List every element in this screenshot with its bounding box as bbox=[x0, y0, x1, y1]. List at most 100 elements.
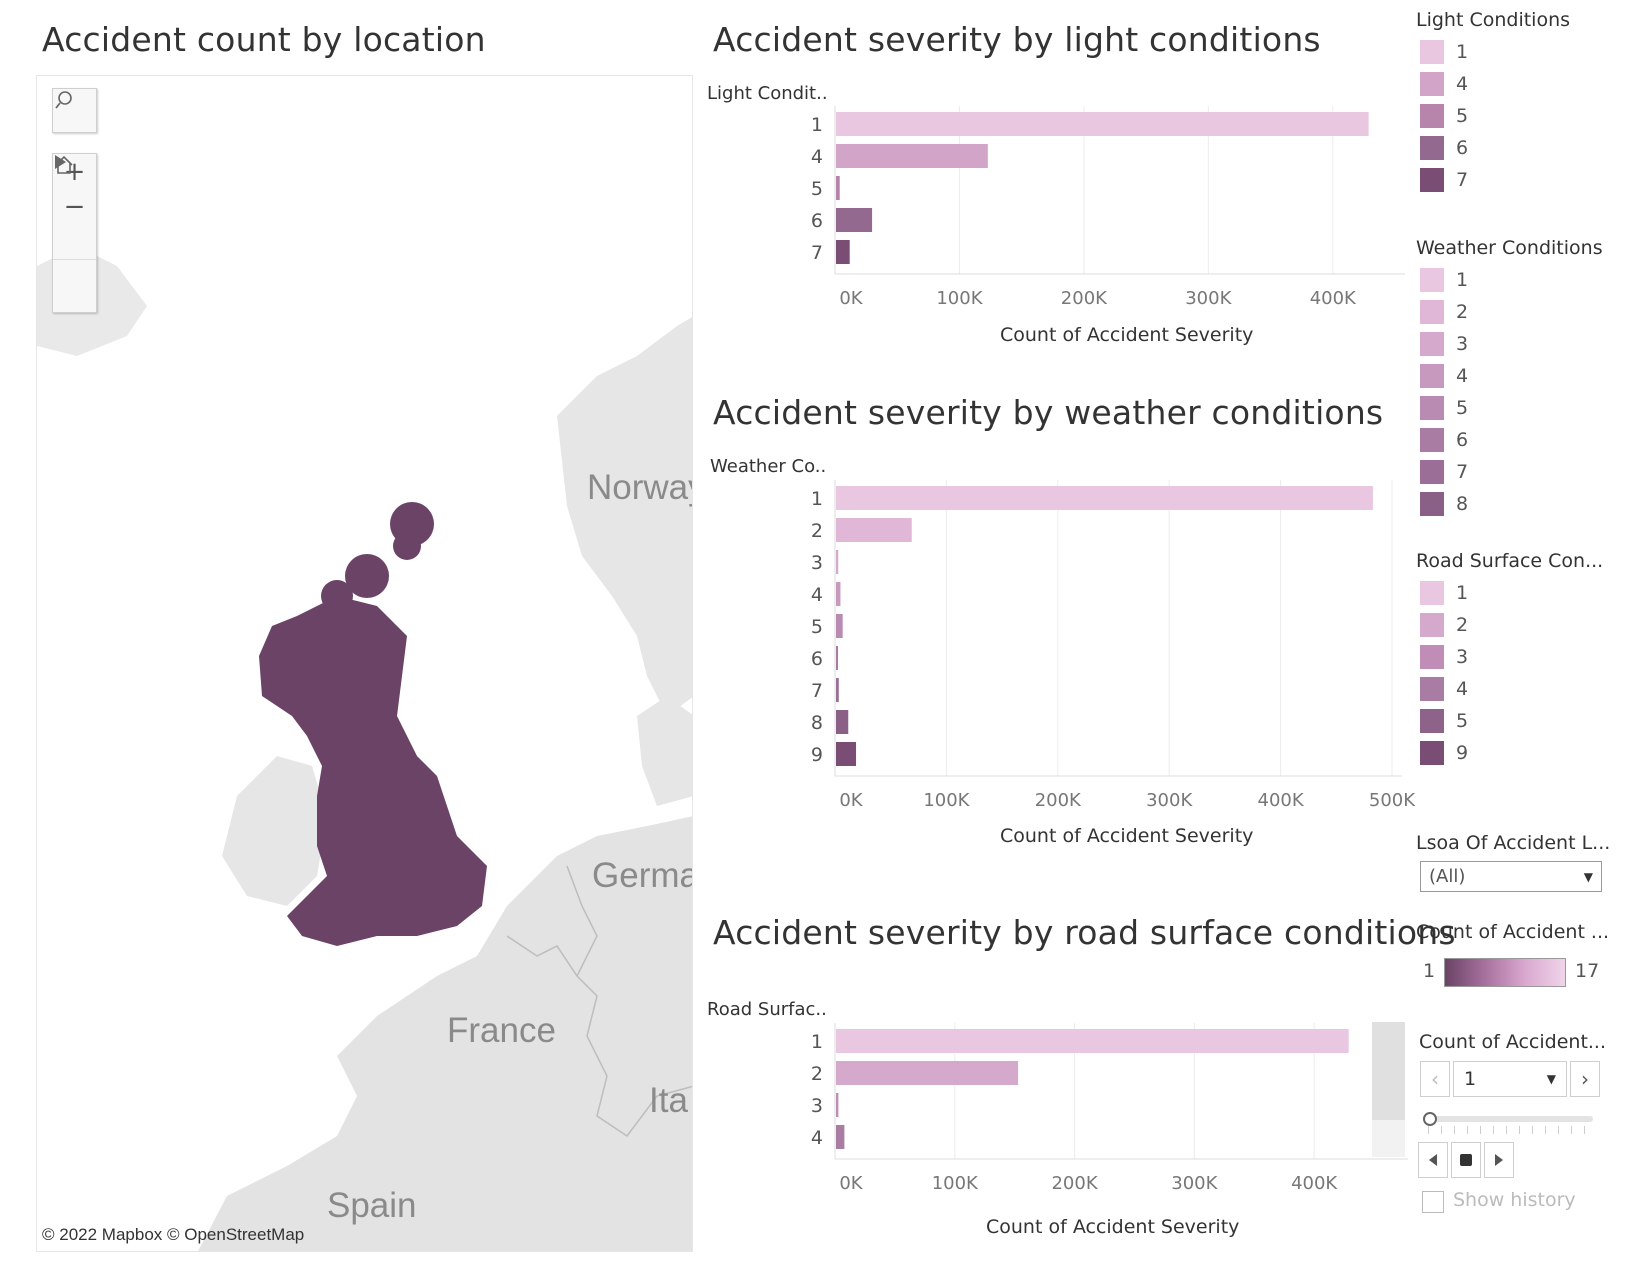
legend-item[interactable]: 6 bbox=[1420, 135, 1468, 161]
legend-swatch bbox=[1420, 168, 1444, 192]
bar[interactable] bbox=[836, 240, 850, 264]
legend-item[interactable]: 1 bbox=[1420, 39, 1468, 65]
legend-item[interactable]: 6 bbox=[1420, 427, 1468, 453]
bar[interactable] bbox=[836, 1061, 1019, 1085]
category-label: 1 bbox=[811, 1031, 823, 1053]
bar[interactable] bbox=[836, 550, 839, 574]
bar[interactable] bbox=[836, 144, 988, 168]
road-chart-title: Accident severity by road surface condit… bbox=[713, 913, 1456, 952]
step-back-icon bbox=[1429, 1154, 1437, 1166]
map-search-control[interactable] bbox=[52, 88, 97, 133]
legend-swatch bbox=[1420, 741, 1444, 765]
legend-item[interactable]: 4 bbox=[1420, 71, 1468, 97]
legend-item[interactable]: 2 bbox=[1420, 299, 1468, 325]
legend-item[interactable]: 7 bbox=[1420, 167, 1468, 193]
legend-item[interactable]: 3 bbox=[1420, 331, 1468, 357]
bar[interactable] bbox=[836, 710, 849, 734]
page-slider-handle[interactable] bbox=[1423, 1112, 1437, 1126]
category-label: 9 bbox=[811, 744, 823, 766]
page-slider-ticks bbox=[1428, 1126, 1593, 1134]
bar[interactable] bbox=[836, 176, 840, 200]
legend-swatch bbox=[1420, 332, 1444, 356]
bar[interactable] bbox=[836, 1093, 839, 1117]
legend-item[interactable]: 4 bbox=[1420, 676, 1468, 702]
count-legend-title: Count of Accident ... bbox=[1416, 921, 1610, 943]
legend-item[interactable]: 7 bbox=[1420, 459, 1468, 485]
legend-label: 4 bbox=[1456, 365, 1469, 387]
light-axis-title: Count of Accident Severity bbox=[1000, 324, 1254, 346]
legend-item[interactable]: 1 bbox=[1420, 580, 1468, 606]
step-back-button[interactable] bbox=[1418, 1142, 1448, 1178]
bar[interactable] bbox=[836, 614, 843, 638]
search-icon[interactable] bbox=[53, 89, 96, 132]
bar[interactable] bbox=[836, 742, 857, 766]
scrollbar-thumb[interactable] bbox=[1372, 1022, 1405, 1120]
legend-item[interactable]: 2 bbox=[1420, 612, 1468, 638]
page-prev-button[interactable]: ‹ bbox=[1420, 1061, 1450, 1097]
category-label: 2 bbox=[811, 520, 823, 542]
x-tick-label: 200K bbox=[1051, 1173, 1098, 1194]
chevron-right-icon: › bbox=[1581, 1067, 1589, 1091]
zoom-out-button[interactable]: − bbox=[63, 191, 86, 222]
legend-label: 2 bbox=[1456, 614, 1469, 636]
legend-swatch bbox=[1420, 300, 1444, 324]
category-label: 7 bbox=[811, 680, 823, 702]
bar[interactable] bbox=[836, 646, 838, 670]
legend-item[interactable]: 1 bbox=[1420, 267, 1468, 293]
bar[interactable] bbox=[836, 678, 839, 702]
show-history-checkbox[interactable] bbox=[1422, 1191, 1444, 1213]
map-basemap bbox=[37, 246, 692, 1251]
category-label: 6 bbox=[811, 648, 823, 670]
legend-item[interactable]: 5 bbox=[1420, 708, 1468, 734]
bar[interactable] bbox=[836, 518, 912, 542]
bar[interactable] bbox=[836, 582, 841, 606]
legend-item[interactable]: 9 bbox=[1420, 740, 1468, 766]
legend-swatch bbox=[1420, 492, 1444, 516]
map-title: Accident count by location bbox=[42, 20, 486, 59]
lsoa-filter-title: Lsoa Of Accident L... bbox=[1416, 832, 1611, 854]
legend-item[interactable]: 5 bbox=[1420, 395, 1468, 421]
road-bar-chart[interactable]: 0K 100K 200K 300K 400K 1 2 3 4 bbox=[790, 1023, 1410, 1194]
step-forward-button[interactable] bbox=[1484, 1142, 1514, 1178]
page-slider-track[interactable] bbox=[1428, 1116, 1593, 1122]
legend-item[interactable]: 8 bbox=[1420, 491, 1468, 517]
bar[interactable] bbox=[836, 208, 873, 232]
zoom-in-button[interactable]: + bbox=[63, 156, 86, 187]
category-label: 4 bbox=[811, 146, 823, 168]
legend-item[interactable]: 5 bbox=[1420, 103, 1468, 129]
accident-map[interactable]: + − Norway Germa France Ita Spain © 2022… bbox=[36, 75, 693, 1252]
legend-label: 7 bbox=[1456, 169, 1469, 191]
road-chart-scrollbar[interactable] bbox=[1372, 1022, 1405, 1157]
light-legend-title: Light Conditions bbox=[1416, 9, 1571, 31]
legend-label: 8 bbox=[1456, 493, 1469, 515]
legend-swatch bbox=[1420, 136, 1444, 160]
stop-button[interactable] bbox=[1451, 1142, 1481, 1178]
legend-swatch bbox=[1420, 613, 1444, 637]
legend-label: 5 bbox=[1456, 710, 1469, 732]
page-next-button[interactable]: › bbox=[1570, 1061, 1600, 1097]
play-icon[interactable] bbox=[53, 155, 96, 307]
count-legend-min: 1 bbox=[1423, 960, 1436, 982]
chevron-down-icon[interactable]: ▼ bbox=[1546, 1072, 1556, 1086]
chevron-down-icon[interactable]: ▼ bbox=[1583, 869, 1593, 884]
legend-swatch bbox=[1420, 581, 1444, 605]
page-control-title: Count of Accident... bbox=[1419, 1031, 1607, 1053]
light-bar-chart[interactable]: 0K 100K 200K 300K 400K 1 4 5 6 7 bbox=[790, 106, 1410, 309]
bar[interactable] bbox=[836, 1125, 845, 1149]
weather-legend: 1 2 3 4 5 6 7 8 bbox=[0, 0, 1627, 533]
chart-light-svg: 0K 100K 200K 300K 400K 1 4 5 6 7 bbox=[811, 106, 1405, 309]
category-label: 5 bbox=[811, 616, 823, 638]
legend-item[interactable]: 3 bbox=[1420, 644, 1468, 670]
weather-bar-chart[interactable]: 0K 100K 200K 300K 400K 500K 1 2 3 4 5 6 7 8 9 bbox=[790, 480, 1416, 811]
bar[interactable] bbox=[836, 112, 1369, 136]
map-label-france: France bbox=[447, 1011, 556, 1050]
legend-label: 9 bbox=[1456, 742, 1469, 764]
bar[interactable] bbox=[836, 486, 1373, 510]
accident-points[interactable] bbox=[259, 502, 487, 946]
bar[interactable] bbox=[836, 1029, 1349, 1053]
legend-item[interactable]: 4 bbox=[1420, 363, 1468, 389]
legend-label: 7 bbox=[1456, 461, 1469, 483]
chart-road-svg: 0K 100K 200K 300K 400K 1 2 3 4 bbox=[811, 1023, 1408, 1194]
page-select[interactable]: 1 ▼ bbox=[1453, 1061, 1567, 1097]
lsoa-filter-dropdown[interactable]: (All) ▼ bbox=[1420, 861, 1602, 892]
